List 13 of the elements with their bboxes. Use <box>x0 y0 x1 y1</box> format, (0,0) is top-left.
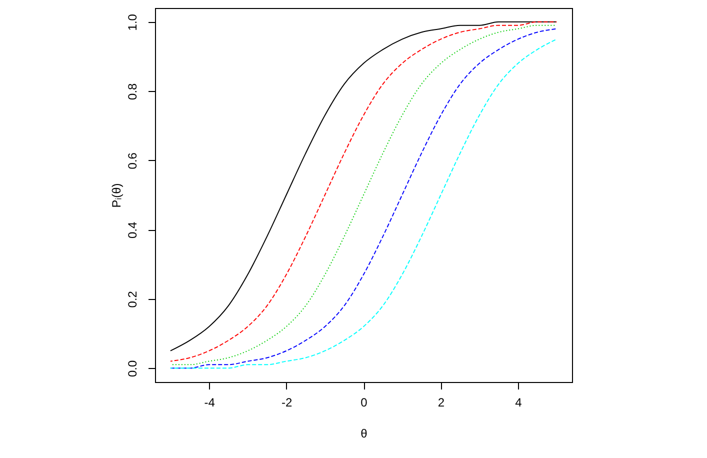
x-tick-label: 4 <box>515 396 522 410</box>
x-tick-label: 0 <box>360 396 368 410</box>
x-tick-label: -2 <box>281 396 292 410</box>
y-tick-label: 0.4 <box>126 221 140 238</box>
y-tick-label: 0.0 <box>126 360 140 377</box>
y-tick-label: 0.2 <box>126 290 140 308</box>
y-tick-label: 1.0 <box>126 14 140 31</box>
y-tick-label: 0.8 <box>126 82 140 100</box>
x-tick-label: 2 <box>438 396 445 410</box>
x-tick-label: -4 <box>204 396 216 410</box>
x-axis-title: θ <box>360 426 368 440</box>
y-tick-label: 0.6 <box>126 152 140 170</box>
y-axis-title: Pᵢ(θ) <box>110 183 124 208</box>
